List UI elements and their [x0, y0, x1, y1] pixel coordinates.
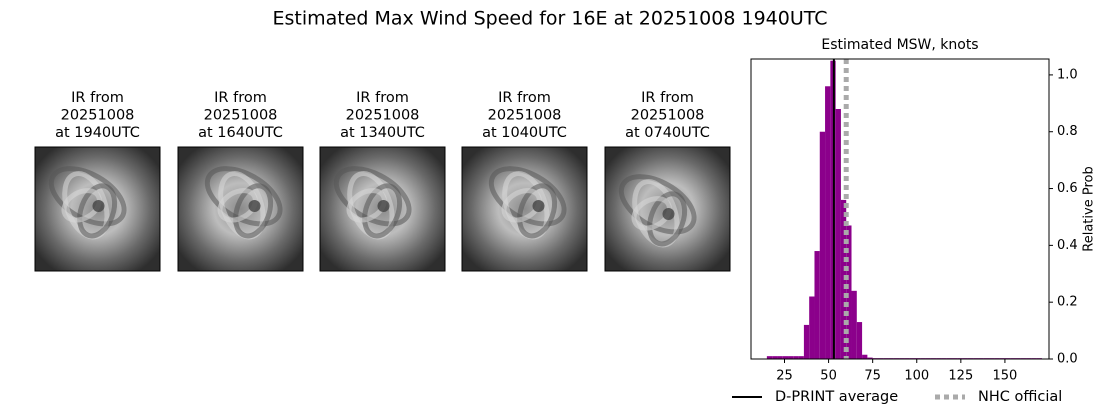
- cloud-band: [61, 188, 102, 223]
- panel-title: IR from: [214, 90, 267, 106]
- bar: [803, 324, 810, 359]
- y-tick-label: 0.2: [1057, 295, 1078, 310]
- y-tick-label: 0.6: [1057, 181, 1078, 196]
- cloud-band: [346, 188, 387, 223]
- cloud-band: [204, 166, 283, 227]
- bar: [798, 356, 804, 359]
- cloud-band: [647, 191, 688, 247]
- storm-eye: [248, 200, 261, 212]
- plot-frame: [750, 58, 1050, 360]
- x-tick-label: 150: [993, 369, 1018, 384]
- bar: [814, 251, 820, 359]
- y-axis-label: Relative Prob: [1082, 166, 1097, 251]
- panel-title: at 1040UTC: [482, 125, 567, 141]
- storm-eye: [662, 208, 675, 220]
- panel-title: IR from: [71, 90, 124, 106]
- chart-title: Estimated MSW, knots: [821, 37, 978, 53]
- panel-title: 20251008: [346, 108, 420, 124]
- bar: [862, 354, 868, 359]
- panel-title: at 0740UTC: [625, 125, 710, 141]
- histogram: Estimated MSW, knots D-PRINT average NHC o…: [732, 37, 1097, 405]
- cloud-band: [362, 183, 403, 239]
- y-tick-label: 0.8: [1057, 124, 1078, 139]
- bar: [819, 131, 826, 359]
- bar: [766, 356, 773, 359]
- cloud-band: [517, 183, 558, 239]
- panel-title: IR from: [641, 90, 694, 106]
- x-tick-label: 25: [776, 369, 793, 384]
- bar: [788, 356, 794, 359]
- panel-title: IR from: [356, 90, 409, 106]
- legend-label: NHC official: [978, 389, 1062, 405]
- storm-eye: [532, 200, 545, 212]
- y-tick-label: 0.0: [1057, 352, 1078, 367]
- bar: [782, 356, 789, 359]
- bar: [856, 322, 863, 359]
- bar: [825, 86, 831, 359]
- cloud-band: [488, 166, 567, 227]
- y-tick-label: 1.0: [1057, 67, 1078, 82]
- y-tick-label: 0.4: [1057, 238, 1078, 253]
- cloud-band: [233, 183, 274, 239]
- bar: [793, 356, 799, 359]
- legend-label: D-PRINT average: [775, 389, 898, 405]
- cloud-band: [631, 196, 672, 231]
- panel-title: 20251008: [488, 108, 562, 124]
- bar: [840, 199, 847, 359]
- bar: [846, 225, 852, 359]
- cloud-band: [77, 183, 118, 239]
- bar: [772, 356, 778, 359]
- panel-title: 20251008: [631, 108, 705, 124]
- bar: [809, 296, 815, 359]
- ir-image: [177, 146, 304, 272]
- x-tick-label: 50: [820, 369, 837, 384]
- panel-title: 20251008: [61, 108, 135, 124]
- x-tick-label: 125: [948, 369, 973, 384]
- x-tick-label: 75: [864, 369, 881, 384]
- storm-eye: [377, 200, 390, 212]
- cloud-band: [618, 174, 697, 235]
- panel-title: 20251008: [204, 108, 278, 124]
- x-tick-label: 100: [904, 369, 929, 384]
- bar: [851, 290, 857, 359]
- cloud-band: [501, 188, 542, 223]
- panel-title: at 1340UTC: [340, 125, 425, 141]
- page-title: Estimated Max Wind Speed for 16E at 2025…: [272, 8, 827, 30]
- cloud-band: [333, 166, 412, 227]
- bar: [777, 356, 783, 359]
- bar: [867, 357, 873, 359]
- cloud-band: [48, 166, 127, 227]
- storm-eye: [92, 200, 105, 212]
- panel-title: at 1940UTC: [55, 125, 140, 141]
- ir-image: [461, 146, 588, 272]
- panel-title: at 1640UTC: [198, 125, 283, 141]
- panel-title: IR from: [498, 90, 551, 106]
- cloud-band: [217, 188, 258, 223]
- bar: [835, 109, 841, 359]
